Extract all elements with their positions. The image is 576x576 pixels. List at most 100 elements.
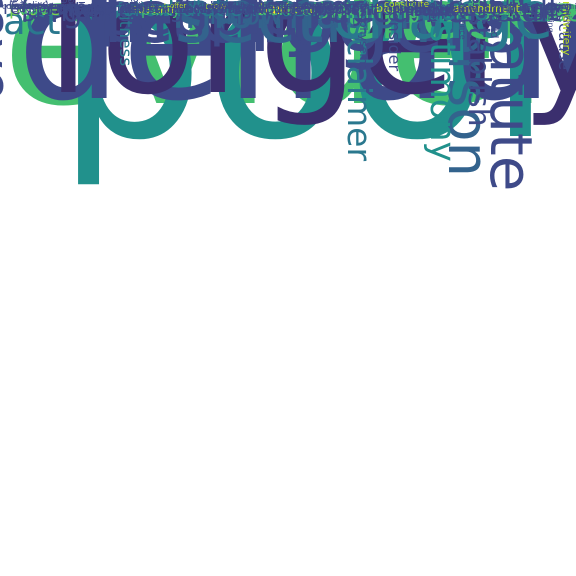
word-jury: jury <box>313 0 369 27</box>
word-have: have <box>24 1 42 10</box>
word-heartbeat: heartbeat <box>472 0 527 14</box>
word-cause: cause <box>319 2 361 19</box>
word-people: people <box>99 0 299 49</box>
word-amendment: amendment <box>453 1 520 15</box>
word-pool: pool <box>57 0 553 191</box>
word-misconduct: misconduct <box>283 1 341 13</box>
word-note: note <box>126 0 165 21</box>
word-conclusion: conclusion <box>474 3 528 15</box>
word-conclude: conclude <box>127 0 209 20</box>
word-allegation: allegation <box>302 1 342 11</box>
word-finding: finding <box>121 2 153 13</box>
word-loss: loss <box>123 3 143 15</box>
word-lifeguard: lifeguard <box>204 2 253 16</box>
word-instrument: instrument <box>67 0 194 22</box>
word-victim: victim <box>227 1 261 15</box>
word-language: language <box>248 1 304 16</box>
word-number: number <box>281 1 313 11</box>
word-duty: duty <box>180 2 205 16</box>
word-suffer: suffer <box>310 1 333 11</box>
word-reverse: reverse <box>9 1 47 13</box>
word-crow: crow <box>205 2 227 13</box>
word-count: count <box>235 2 269 17</box>
word-check: check <box>343 0 537 54</box>
word-suction: suction <box>13 1 53 15</box>
word-accord: accord <box>41 2 72 13</box>
word-commit: commit <box>243 2 278 13</box>
word-file: file <box>86 1 103 15</box>
word-concur: concur <box>2 1 30 11</box>
word-give: give <box>241 0 280 21</box>
word-conduct: conduct <box>409 0 522 28</box>
word-intent: intent <box>103 0 318 60</box>
word-testify: testify <box>102 0 326 60</box>
word-office: office <box>58 1 91 16</box>
word-permit: permit <box>120 1 160 16</box>
word-argue: argue <box>118 0 165 20</box>
word-record: record <box>451 2 487 16</box>
word-sole: sole <box>344 2 363 13</box>
word-cite: cite <box>120 3 139 15</box>
word-holding: holding <box>546 2 555 33</box>
word-information: information <box>172 0 427 40</box>
word-inhalation: inhalation <box>148 0 258 23</box>
word-deny: deny <box>281 0 329 21</box>
word-leave: leave <box>382 1 415 16</box>
word-require: require <box>3 0 67 20</box>
word-1977: 1977 <box>327 1 358 16</box>
word-charge: charge <box>331 0 554 54</box>
word-document: document <box>329 0 502 32</box>
word-believe: believe <box>21 1 54 12</box>
word-arrest: arrest <box>126 2 159 16</box>
word-allege: allege <box>491 0 558 23</box>
word-dismiss: dismiss <box>211 1 241 11</box>
word-pay: pay <box>211 1 226 11</box>
word-tell: tell <box>305 0 334 21</box>
word-rule: rule <box>228 2 254 18</box>
word-alter: alter <box>326 2 336 23</box>
word-defect: defect <box>60 1 95 15</box>
word-cross: cross <box>198 2 222 13</box>
word-emphysema: emphysema <box>357 2 370 71</box>
word-view: view <box>450 1 478 16</box>
word-motion: motion <box>415 0 507 28</box>
word-birth: birth <box>352 2 374 13</box>
word-make: make <box>240 1 268 13</box>
word-show: show <box>298 1 319 11</box>
word-argument: argument <box>414 0 488 19</box>
word-crime: crime <box>419 0 462 17</box>
word-dive: dive <box>19 2 49 19</box>
word-return: return <box>197 2 231 16</box>
word-majority: majority <box>564 2 573 37</box>
word-statement: statement <box>294 0 377 19</box>
word-defraud: defraud <box>17 0 576 139</box>
word-offense: offense <box>382 0 445 21</box>
word-ground: ground <box>99 2 138 16</box>
word-constitute: constitute <box>384 0 430 11</box>
word-interest: interest <box>43 2 78 13</box>
word-fail: fail <box>322 0 351 21</box>
word-kelte: kelte <box>9 1 34 13</box>
word-condition: condition <box>18 2 60 13</box>
word-describe: describe <box>316 1 368 16</box>
word-say: say <box>525 1 546 16</box>
word-rogers: rogers <box>248 0 526 73</box>
word-derivative: derivative <box>256 0 347 21</box>
word-result: result <box>475 0 560 30</box>
word-defense: defense <box>475 0 576 29</box>
word-appear: appear <box>172 2 211 16</box>
word-discretion: discretion <box>412 1 452 11</box>
word-conviction: conviction <box>526 2 573 13</box>
word-limit: limit <box>200 1 218 11</box>
word-set: set <box>218 1 231 11</box>
word-ask: ask <box>268 2 284 13</box>
word-date: date <box>181 1 200 11</box>
word-reason: reason <box>394 1 435 16</box>
word-law: law <box>256 0 309 28</box>
word-ch: ch <box>84 7 99 22</box>
word-amend: amend <box>277 1 319 16</box>
word-identify: identify <box>390 1 432 15</box>
word-raise: raise <box>170 1 190 11</box>
word-bar: bar <box>174 2 189 13</box>
